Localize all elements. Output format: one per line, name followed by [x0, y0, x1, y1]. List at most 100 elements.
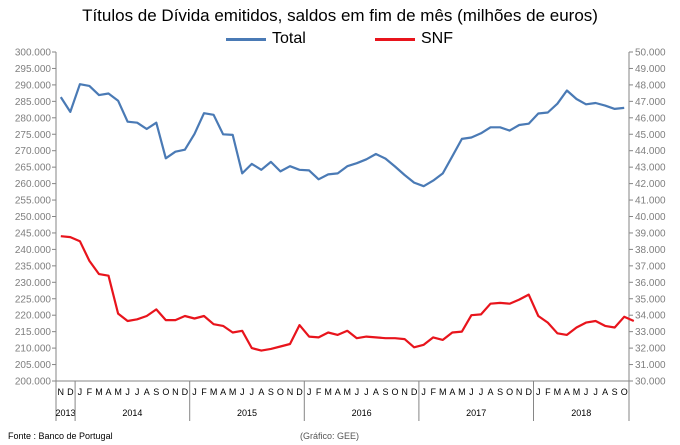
left-axis-tick-label: 265.000 [15, 163, 52, 174]
x-axis-month-label: F [430, 387, 436, 397]
left-axis-tick-label: 200.000 [15, 377, 52, 388]
x-axis-month-label: D [296, 387, 303, 397]
x-axis-month-label: A [335, 387, 341, 397]
x-axis-year-label: 2013 [56, 408, 76, 418]
left-axis-tick-label: 285.000 [15, 97, 52, 108]
x-axis-month-label: O [162, 387, 169, 397]
x-axis-month-label: F [201, 387, 207, 397]
legend-snf-swatch [375, 37, 415, 41]
left-axis-tick-label: 230.000 [15, 278, 52, 289]
legend-snf-label: SNF [421, 30, 453, 47]
x-axis-month-label: S [268, 387, 274, 397]
right-axis-tick-label: 48.000 [635, 80, 666, 91]
x-axis-month-label: A [488, 387, 494, 397]
right-axis-tick-label: 44.000 [635, 146, 666, 157]
left-axis-tick-label: 255.000 [15, 196, 52, 207]
right-axis-tick-label: 50.000 [635, 48, 666, 59]
x-axis-month-label: J [593, 387, 598, 397]
x-axis-month-label: F [316, 387, 322, 397]
right-axis-tick-label: 39.000 [635, 228, 666, 239]
right-axis-tick-label: 42.000 [635, 179, 666, 190]
right-axis-tick-label: 45.000 [635, 130, 666, 141]
left-axis-tick-label: 270.000 [15, 146, 52, 157]
x-axis-month-label: N [401, 387, 408, 397]
x-axis-month-label: A [602, 387, 608, 397]
left-axis-tick-label: 215.000 [15, 327, 52, 338]
series-line-total [59, 83, 625, 188]
x-axis-month-label: J [364, 387, 369, 397]
x-axis-month-label: A [564, 387, 570, 397]
x-axis-year-label: 2018 [571, 408, 591, 418]
x-axis-month-label: S [153, 387, 159, 397]
legend-total-label: Total [272, 30, 306, 47]
left-axis-tick-label: 205.000 [15, 360, 52, 371]
right-axis-tick-label: 40.000 [635, 212, 666, 223]
x-axis-month-label: J [192, 387, 197, 397]
x-axis-month-label: M [458, 387, 466, 397]
x-axis-month-label: D [411, 387, 418, 397]
right-axis-tick-label: 41.000 [635, 196, 666, 207]
x-axis-month-label: J [469, 387, 474, 397]
left-axis-tick-label: 235.000 [15, 261, 52, 272]
left-axis-tick-label: 210.000 [15, 344, 52, 355]
x-axis-month-label: A [106, 387, 112, 397]
x-axis-month-label: J [421, 387, 426, 397]
x-axis-month-label: D [525, 387, 532, 397]
x-axis-month-label: N [516, 387, 523, 397]
x-axis-month-label: A [258, 387, 264, 397]
x-axis-month-label: N [58, 387, 65, 397]
x-axis-year-label: 2014 [122, 408, 142, 418]
right-axis-tick-label: 38.000 [635, 245, 666, 256]
x-axis-month-label: M [229, 387, 237, 397]
series-line-snf [60, 235, 635, 352]
left-axis-tick-label: 250.000 [15, 212, 52, 223]
legend-total-swatch [226, 37, 266, 41]
legend-total: Total [226, 30, 306, 48]
x-axis-month-label: O [277, 387, 284, 397]
x-axis-month-label: J [479, 387, 484, 397]
x-axis-year-label: 2015 [237, 408, 257, 418]
x-axis-year-label: 2016 [352, 408, 372, 418]
left-axis-tick-label: 295.000 [15, 64, 52, 75]
x-axis-month-label: M [439, 387, 447, 397]
x-axis-month-label: M [344, 387, 352, 397]
right-axis-tick-label: 47.000 [635, 97, 666, 108]
x-axis-month-label: M [554, 387, 562, 397]
x-axis-month-label: S [497, 387, 503, 397]
chart-title: Títulos de Dívida emitidos, saldos em fi… [82, 6, 598, 25]
x-axis-month-label: A [144, 387, 150, 397]
left-axis-tick-label: 225.000 [15, 294, 52, 305]
left-axis-tick-label: 220.000 [15, 311, 52, 322]
x-axis-month-label: A [220, 387, 226, 397]
x-axis-month-label: A [373, 387, 379, 397]
right-axis-tick-label: 32.000 [635, 344, 666, 355]
x-axis-month-label: D [67, 387, 74, 397]
right-axis-tick-label: 43.000 [635, 163, 666, 174]
right-axis-tick-label: 33.000 [635, 327, 666, 338]
right-axis-tick-label: 31.000 [635, 360, 666, 371]
x-axis-month-label: M [95, 387, 103, 397]
source-note: Fonte : Banco de Portugal [8, 431, 113, 441]
x-axis-month-label: M [573, 387, 581, 397]
right-axis-tick-label: 36.000 [635, 278, 666, 289]
right-axis-tick-label: 46.000 [635, 113, 666, 124]
legend-snf: SNF [375, 30, 453, 48]
x-axis-month-label: F [545, 387, 551, 397]
right-axis-tick-label: 49.000 [635, 64, 666, 75]
x-axis-month-label: J [135, 387, 140, 397]
x-axis-month-label: A [449, 387, 455, 397]
right-axis-tick-label: 30.000 [635, 377, 666, 388]
x-axis-month-label: M [324, 387, 332, 397]
left-axis-tick-label: 245.000 [15, 228, 52, 239]
x-axis-month-label: S [382, 387, 388, 397]
chart-credit: (Gráfico: GEE) [300, 431, 360, 441]
left-axis-tick-label: 280.000 [15, 113, 52, 124]
right-axis-tick-label: 34.000 [635, 311, 666, 322]
x-axis-month-label: J [584, 387, 589, 397]
x-axis-month-label: J [125, 387, 130, 397]
x-axis-month-label: J [240, 387, 245, 397]
left-axis-tick-label: 260.000 [15, 179, 52, 190]
left-axis-tick-label: 240.000 [15, 245, 52, 256]
x-axis-month-label: N [287, 387, 294, 397]
